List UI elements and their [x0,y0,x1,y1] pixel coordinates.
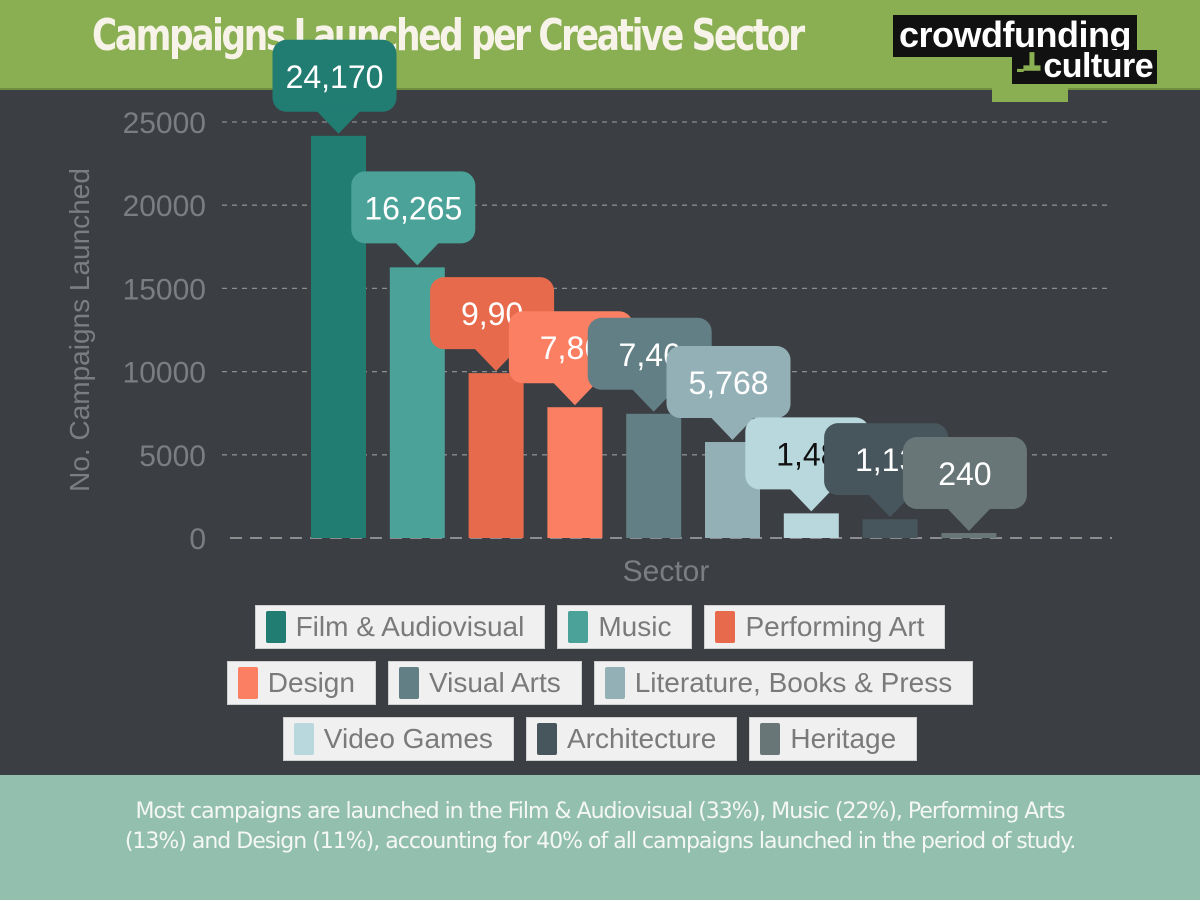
legend-label: Video Games [323,723,493,754]
x-axis-label: Sector [623,555,710,588]
legend-item[interactable]: Film & Audiovisual [254,605,546,649]
data-label-callout: 5,768 [666,346,791,441]
legend-item[interactable]: Architecture [525,717,738,761]
bar[interactable] [468,373,524,538]
logo-text-line1: crowdfunding [899,14,1131,55]
bar[interactable] [941,533,997,538]
logo-culture[interactable]: -┻ culture [1012,47,1158,85]
footer-note: Most campaigns are launched in the Film … [0,775,1200,900]
legend-row: Design Visual Arts Literature, Books & Pre… [0,661,1200,705]
legend-swatch [265,611,286,643]
legend-label: Architecture [566,723,717,754]
legend-swatch [398,667,419,699]
legend-item[interactable]: Video Games [282,717,514,761]
logo-tab [992,88,1068,102]
bar[interactable] [862,519,918,538]
legend-swatch [760,723,781,755]
bar[interactable] [547,407,603,538]
y-tick-labels: 0 5000 10000 15000 20000 25000 [123,107,206,556]
legend-item[interactable]: Music [557,605,693,649]
legend-label: Performing Art [745,611,925,642]
y-tick-label: 10000 [123,357,206,390]
legend-item[interactable]: Visual Arts [387,661,582,705]
legend-swatch [604,667,625,699]
data-label: 24,170 [286,59,384,95]
data-label: 5,768 [688,365,768,401]
data-label-callout: 240 [902,437,1027,531]
legend-item[interactable]: Design [226,661,376,705]
legend-item[interactable]: Heritage [749,717,918,761]
y-tick-label: 5000 [139,440,206,473]
y-tick-label: 0 [189,523,206,556]
legend-swatch [237,667,258,699]
bar[interactable] [783,513,839,538]
footer-line-2: (13%) and Design (11%), accounting for 4… [124,829,1076,854]
legend-item[interactable]: Performing Art [704,605,946,649]
data-label: 16,265 [364,190,462,226]
chart-title: Campaigns Launched per Creative Sector [92,10,805,61]
footer-line-1: Most campaigns are launched in the Film … [135,799,1066,824]
y-axis-label: No. Campaigns Launched [64,168,95,492]
legend-label: Heritage [790,723,897,754]
data-label-callout: 24,170 [272,39,397,134]
legend-item[interactable]: Literature, Books & Press [593,661,974,705]
legend-label: Visual Arts [428,667,561,698]
legend-swatch [536,723,557,755]
legend-swatch [568,611,589,643]
plus-bracket-icon: -┻ [1016,53,1040,83]
logo-text-line2: culture [1043,47,1154,85]
legend-label: Design [267,667,355,698]
data-label: 240 [938,456,991,492]
legend-row: Video Games Architecture Heritage [0,717,1200,761]
data-label-callout: 16,265 [351,171,476,266]
legend-label: Music [598,611,672,642]
footer-text: Most campaigns are launched in the Film … [20,797,1180,857]
y-tick-label: 25000 [123,107,206,140]
bar-chart: 0 5000 10000 15000 20000 25000 No. Campaigns … [64,39,1112,588]
legend-swatch [293,723,314,755]
y-tick-label: 15000 [123,273,206,306]
legend-label: Film & Audiovisual [295,611,525,642]
legend-swatch [715,611,736,643]
bars [311,135,997,538]
bar[interactable] [626,413,682,538]
y-tick-label: 20000 [123,190,206,223]
legend-label: Literature, Books & Press [634,667,953,698]
legend-row: Film & Audiovisual Music Performing Art [0,605,1200,649]
